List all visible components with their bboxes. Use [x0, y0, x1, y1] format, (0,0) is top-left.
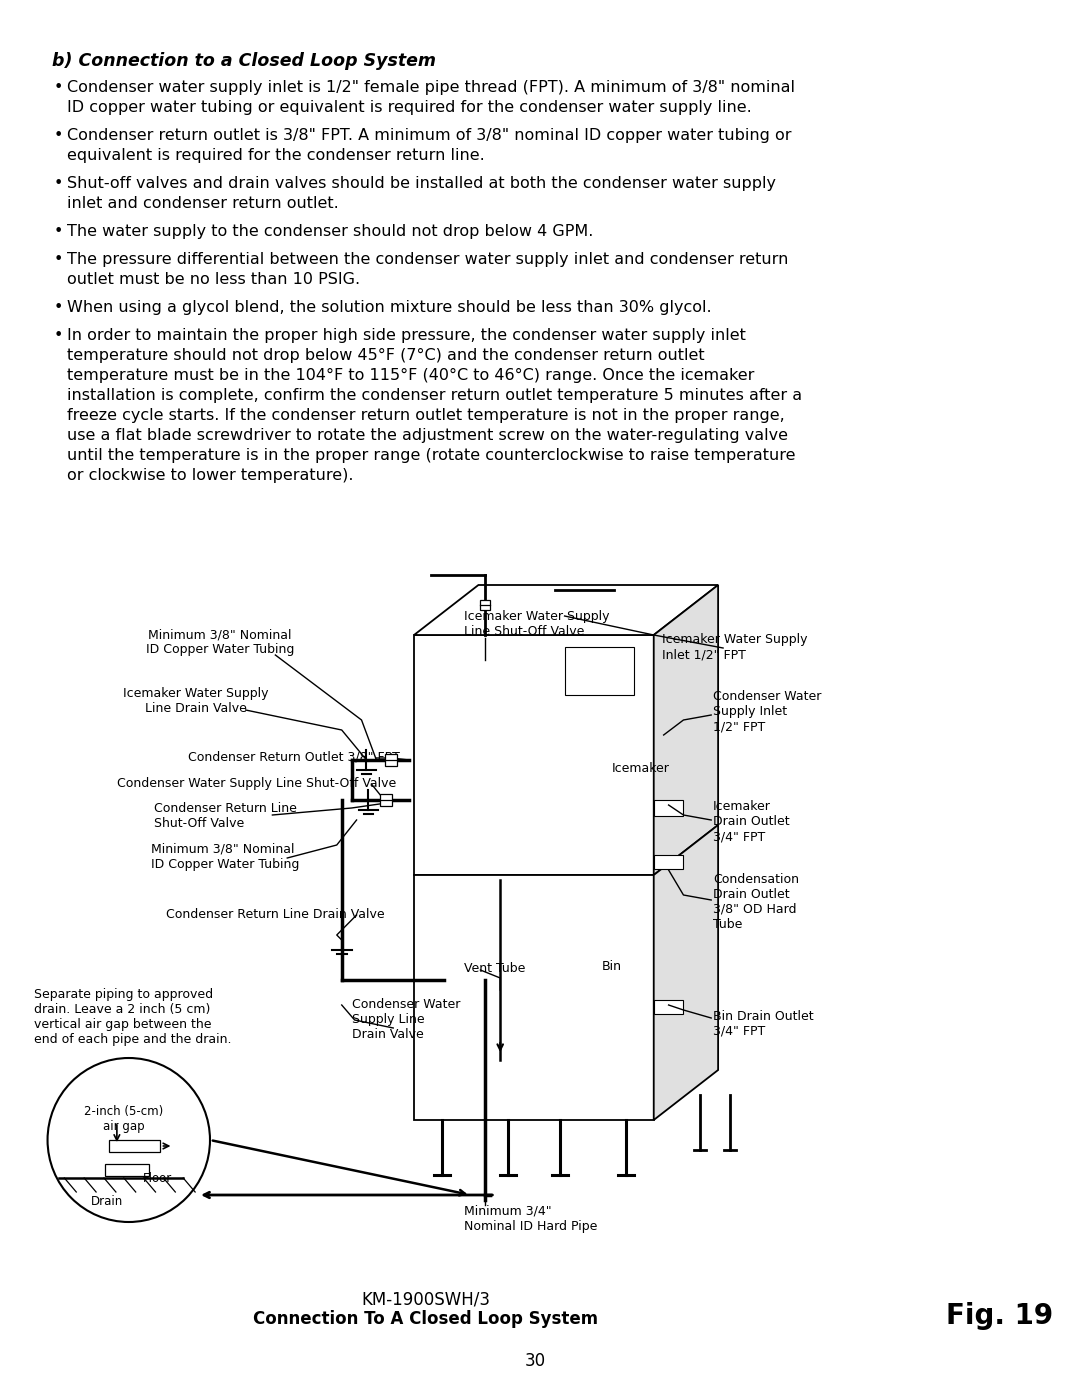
- Text: •: •: [54, 328, 63, 344]
- Text: Vent Tube: Vent Tube: [463, 963, 525, 975]
- Text: The pressure differential between the condenser water supply inlet and condenser: The pressure differential between the co…: [67, 251, 788, 267]
- Text: In order to maintain the proper high side pressure, the condenser water supply i: In order to maintain the proper high sid…: [67, 328, 746, 344]
- Text: 3/4" FPT: 3/4" FPT: [713, 1025, 766, 1038]
- Text: Icemaker Water Supply: Icemaker Water Supply: [463, 610, 609, 623]
- Text: •: •: [54, 176, 63, 191]
- Text: •: •: [54, 129, 63, 142]
- Text: Condenser Water: Condenser Water: [352, 997, 460, 1011]
- Text: ID Copper Water Tubing: ID Copper Water Tubing: [146, 643, 294, 657]
- Text: •: •: [54, 251, 63, 267]
- Polygon shape: [481, 599, 490, 610]
- Polygon shape: [653, 855, 684, 869]
- Text: Tube: Tube: [713, 918, 743, 930]
- Text: freeze cycle starts. If the condenser return outlet temperature is not in the pr: freeze cycle starts. If the condenser re…: [67, 408, 785, 423]
- Text: Drain Outlet: Drain Outlet: [713, 888, 789, 901]
- Text: inlet and condenser return outlet.: inlet and condenser return outlet.: [67, 196, 339, 211]
- Text: vertical air gap between the: vertical air gap between the: [33, 1018, 212, 1031]
- Text: Condenser Return Line: Condenser Return Line: [153, 802, 296, 814]
- Circle shape: [48, 1058, 210, 1222]
- Text: b) Connection to a Closed Loop System: b) Connection to a Closed Loop System: [52, 52, 435, 70]
- Text: Condenser Water Supply Line Shut-Off Valve: Condenser Water Supply Line Shut-Off Val…: [117, 777, 396, 789]
- Text: Bin Drain Outlet: Bin Drain Outlet: [713, 1010, 814, 1023]
- Text: temperature should not drop below 45°F (7°C) and the condenser return outlet: temperature should not drop below 45°F (…: [67, 348, 705, 363]
- Text: The water supply to the condenser should not drop below 4 GPM.: The water supply to the condenser should…: [67, 224, 594, 239]
- Polygon shape: [653, 1000, 684, 1014]
- Text: end of each pipe and the drain.: end of each pipe and the drain.: [33, 1032, 231, 1046]
- Text: Condenser return outlet is 3/8" FPT. A minimum of 3/8" nominal ID copper water t: Condenser return outlet is 3/8" FPT. A m…: [67, 129, 792, 142]
- Text: Drain: Drain: [91, 1194, 123, 1208]
- Text: outlet must be no less than 10 PSIG.: outlet must be no less than 10 PSIG.: [67, 272, 361, 286]
- Text: Separate piping to approved: Separate piping to approved: [33, 988, 213, 1002]
- Polygon shape: [653, 826, 718, 1120]
- Polygon shape: [653, 800, 684, 816]
- Text: Minimum 3/8" Nominal: Minimum 3/8" Nominal: [150, 842, 294, 856]
- Text: Shut-off valves and drain valves should be installed at both the condenser water: Shut-off valves and drain valves should …: [67, 176, 777, 191]
- Text: •: •: [54, 224, 63, 239]
- Text: Inlet 1/2" FPT: Inlet 1/2" FPT: [662, 648, 745, 661]
- Text: use a flat blade screwdriver to rotate the adjustment screw on the water-regulat: use a flat blade screwdriver to rotate t…: [67, 427, 788, 443]
- Text: drain. Leave a 2 inch (5 cm): drain. Leave a 2 inch (5 cm): [33, 1003, 210, 1016]
- Text: Condenser Water: Condenser Water: [713, 690, 822, 703]
- Text: Icemaker Water Supply: Icemaker Water Supply: [662, 633, 807, 645]
- Text: equivalent is required for the condenser return line.: equivalent is required for the condenser…: [67, 148, 485, 163]
- Text: ID Copper Water Tubing: ID Copper Water Tubing: [150, 858, 299, 870]
- Text: Drain Outlet: Drain Outlet: [713, 814, 789, 828]
- Text: •: •: [54, 80, 63, 95]
- Text: temperature must be in the 104°F to 115°F (40°C to 46°C) range. Once the icemake: temperature must be in the 104°F to 115°…: [67, 367, 755, 383]
- Text: Floor: Floor: [143, 1172, 172, 1185]
- Text: Supply Inlet: Supply Inlet: [713, 705, 787, 718]
- Text: When using a glycol blend, the solution mixture should be less than 30% glycol.: When using a glycol blend, the solution …: [67, 300, 712, 314]
- Text: Nominal ID Hard Pipe: Nominal ID Hard Pipe: [463, 1220, 597, 1234]
- Polygon shape: [386, 754, 397, 766]
- Text: Connection To A Closed Loop System: Connection To A Closed Loop System: [254, 1310, 598, 1329]
- Text: KM-1900SWH/3: KM-1900SWH/3: [362, 1289, 490, 1308]
- Text: or clockwise to lower temperature).: or clockwise to lower temperature).: [67, 468, 354, 483]
- Text: Minimum 3/4": Minimum 3/4": [463, 1206, 551, 1218]
- Text: 1/2" FPT: 1/2" FPT: [713, 719, 766, 733]
- Text: Icemaker: Icemaker: [713, 800, 771, 813]
- Text: 3/4" FPT: 3/4" FPT: [713, 830, 766, 842]
- Text: Supply Line: Supply Line: [352, 1013, 424, 1025]
- Text: Minimum 3/8" Nominal: Minimum 3/8" Nominal: [148, 629, 292, 641]
- Text: air gap: air gap: [103, 1120, 145, 1133]
- Text: Condensation: Condensation: [713, 873, 799, 886]
- Text: Shut-Off Valve: Shut-Off Valve: [153, 817, 244, 830]
- Text: Line Drain Valve: Line Drain Valve: [145, 703, 247, 715]
- Text: until the temperature is in the proper range (rotate counterclockwise to raise t: until the temperature is in the proper r…: [67, 448, 796, 462]
- Text: installation is complete, confirm the condenser return outlet temperature 5 minu: installation is complete, confirm the co…: [67, 388, 802, 402]
- Polygon shape: [109, 1140, 161, 1153]
- Text: Condenser water supply inlet is 1/2" female pipe thread (FPT). A minimum of 3/8": Condenser water supply inlet is 1/2" fem…: [67, 80, 795, 95]
- Text: Line Shut-Off Valve: Line Shut-Off Valve: [463, 624, 584, 638]
- Polygon shape: [653, 585, 718, 875]
- Polygon shape: [414, 636, 653, 875]
- Text: Fig. 19: Fig. 19: [946, 1302, 1053, 1330]
- Text: •: •: [54, 300, 63, 314]
- Text: ID copper water tubing or equivalent is required for the condenser water supply : ID copper water tubing or equivalent is …: [67, 101, 752, 115]
- Text: Condenser Return Outlet 3/8" FPT: Condenser Return Outlet 3/8" FPT: [188, 752, 400, 764]
- Text: Icemaker Water Supply: Icemaker Water Supply: [123, 687, 269, 700]
- Polygon shape: [380, 793, 392, 806]
- Polygon shape: [105, 1164, 149, 1176]
- Text: Bin: Bin: [603, 960, 622, 972]
- Text: 30: 30: [524, 1352, 545, 1370]
- Polygon shape: [414, 875, 653, 1120]
- Text: Icemaker: Icemaker: [612, 761, 670, 775]
- Text: Drain Valve: Drain Valve: [352, 1028, 423, 1041]
- Polygon shape: [414, 585, 718, 636]
- Text: 2-inch (5-cm): 2-inch (5-cm): [84, 1105, 163, 1118]
- Text: 3/8" OD Hard: 3/8" OD Hard: [713, 902, 797, 916]
- Text: Condenser Return Line Drain Valve: Condenser Return Line Drain Valve: [166, 908, 386, 921]
